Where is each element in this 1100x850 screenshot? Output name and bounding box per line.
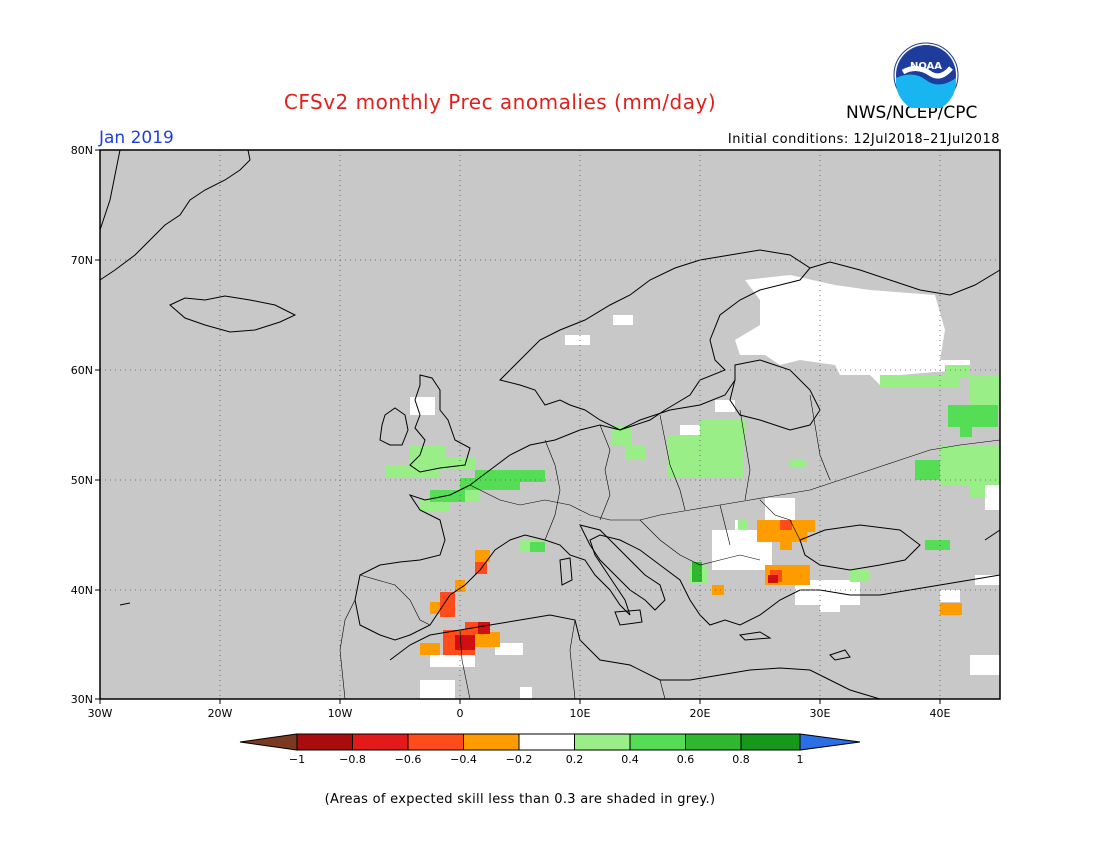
noaa-logo-icon: NOAA xyxy=(893,42,959,108)
skill-footnote: (Areas of expected skill less than 0.3 a… xyxy=(324,792,716,807)
logo-text: NOAA xyxy=(910,61,942,72)
lon-label-30w: 30W xyxy=(88,707,113,720)
anomaly-cells xyxy=(385,275,1000,699)
lat-label-40n: 40N xyxy=(71,584,93,597)
colorbar-label: −1 xyxy=(289,753,305,766)
colorbar-label: −0.4 xyxy=(450,753,477,766)
map-frame xyxy=(99,149,1001,700)
colorbar-cell xyxy=(518,733,575,751)
lon-label-20w: 20W xyxy=(208,707,233,720)
colorbar-label: 0.6 xyxy=(677,753,695,766)
colorbar-cell xyxy=(463,733,520,751)
map-background xyxy=(100,150,1000,699)
lon-label-30e: 30E xyxy=(810,707,831,720)
agency-label: NWS/NCEP/CPC xyxy=(846,103,978,123)
colorbar-cell xyxy=(685,733,742,751)
colorbar-cell xyxy=(574,733,631,751)
lat-label-30n: 30N xyxy=(71,693,93,706)
colorbar-cell xyxy=(407,733,464,751)
lat-label-70n: 70N xyxy=(71,254,93,267)
lon-label-0: 0 xyxy=(457,707,464,720)
colorbar-cell-high xyxy=(799,733,861,751)
lat-label-80n: 80N xyxy=(71,144,93,157)
colorbar-label: 0.4 xyxy=(621,753,639,766)
colorbar-label: 0.2 xyxy=(566,753,584,766)
lat-label-60n: 60N xyxy=(71,364,93,377)
colorbar-cell xyxy=(352,733,409,751)
forecast-month: Jan 2019 xyxy=(99,128,174,148)
lon-label-10e: 10E xyxy=(570,707,591,720)
colorbar-cell xyxy=(629,733,686,751)
lat-label-50n: 50N xyxy=(71,474,93,487)
colorbar-label: 1 xyxy=(797,753,804,766)
graticule xyxy=(100,150,1000,699)
colorbar-cell-low xyxy=(239,733,298,751)
colorbar-cell xyxy=(740,733,801,751)
lon-label-20e: 20E xyxy=(690,707,711,720)
colorbar-cell xyxy=(296,733,353,751)
colorbar-label: 0.8 xyxy=(732,753,750,766)
coastlines xyxy=(99,149,1001,700)
lon-label-10w: 10W xyxy=(328,707,353,720)
colorbar xyxy=(239,733,861,751)
colorbar-label: −0.6 xyxy=(395,753,422,766)
lon-label-40e: 40E xyxy=(930,707,951,720)
colorbar-label: −0.8 xyxy=(339,753,366,766)
map-title: CFSv2 monthly Prec anomalies (mm/day) xyxy=(283,90,717,114)
initial-conditions: Initial conditions: 12Jul2018–21Jul2018 xyxy=(727,132,1000,147)
colorbar-label: −0.2 xyxy=(506,753,533,766)
